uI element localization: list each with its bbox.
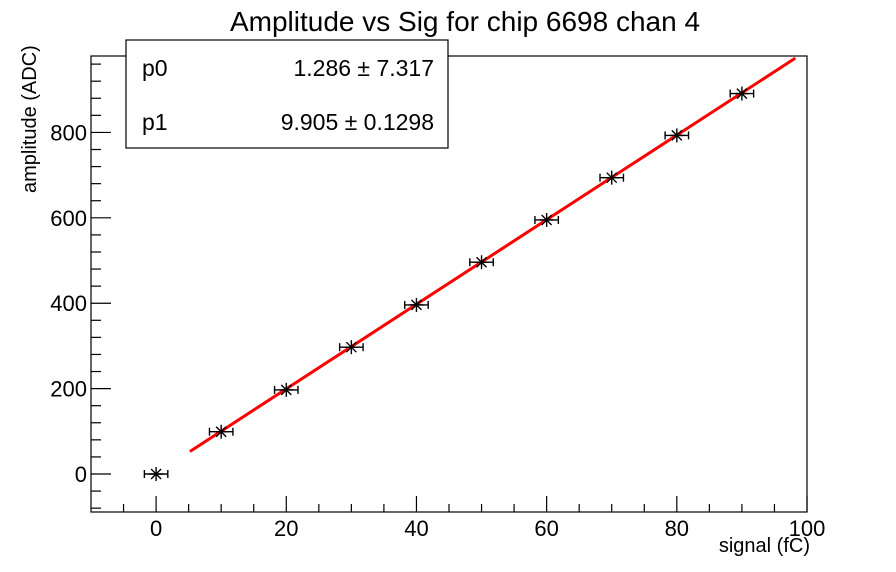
plot-title: Amplitude vs Sig for chip 6698 chan 4 (230, 6, 700, 37)
data-points (143, 86, 755, 481)
stats-box: p0 1.286 ± 7.317 p1 9.905 ± 0.1298 (125, 39, 449, 149)
axis-ticks (91, 63, 808, 512)
x-axis-title: signal (fC) (719, 535, 810, 557)
data-point (338, 340, 364, 355)
stat-p1-value: 9.905 ± 0.1298 (281, 109, 434, 135)
x-tick-label: 40 (404, 516, 428, 541)
axis-tick-labels: 0 20 40 60 80 100 0 200 400 600 800 (50, 120, 825, 541)
y-tick-label: 200 (50, 377, 87, 402)
y-tick-label: 600 (50, 206, 87, 231)
data-point (208, 424, 234, 439)
x-tick-label: 80 (665, 516, 689, 541)
data-point (729, 86, 755, 101)
y-tick-label: 400 (50, 291, 87, 316)
stats-box-frame (125, 39, 449, 149)
y-axis-title: amplitude (ADC) (19, 45, 41, 193)
data-point (404, 297, 429, 312)
data-point (143, 467, 169, 481)
data-point (534, 212, 560, 227)
y-tick-label: 800 (50, 120, 87, 145)
x-tick-label: 20 (274, 516, 298, 541)
data-point (664, 128, 690, 143)
y-tick-label: 0 (75, 462, 87, 487)
stat-p1-name: p1 (142, 109, 168, 135)
stat-p0-name: p0 (142, 55, 168, 81)
data-point (273, 382, 299, 397)
stat-p0-value: 1.286 ± 7.317 (293, 55, 434, 81)
x-tick-label: 100 (789, 516, 826, 541)
x-tick-label: 0 (150, 516, 162, 541)
x-tick-label: 60 (534, 516, 558, 541)
data-point (469, 255, 494, 270)
data-point (599, 170, 625, 185)
